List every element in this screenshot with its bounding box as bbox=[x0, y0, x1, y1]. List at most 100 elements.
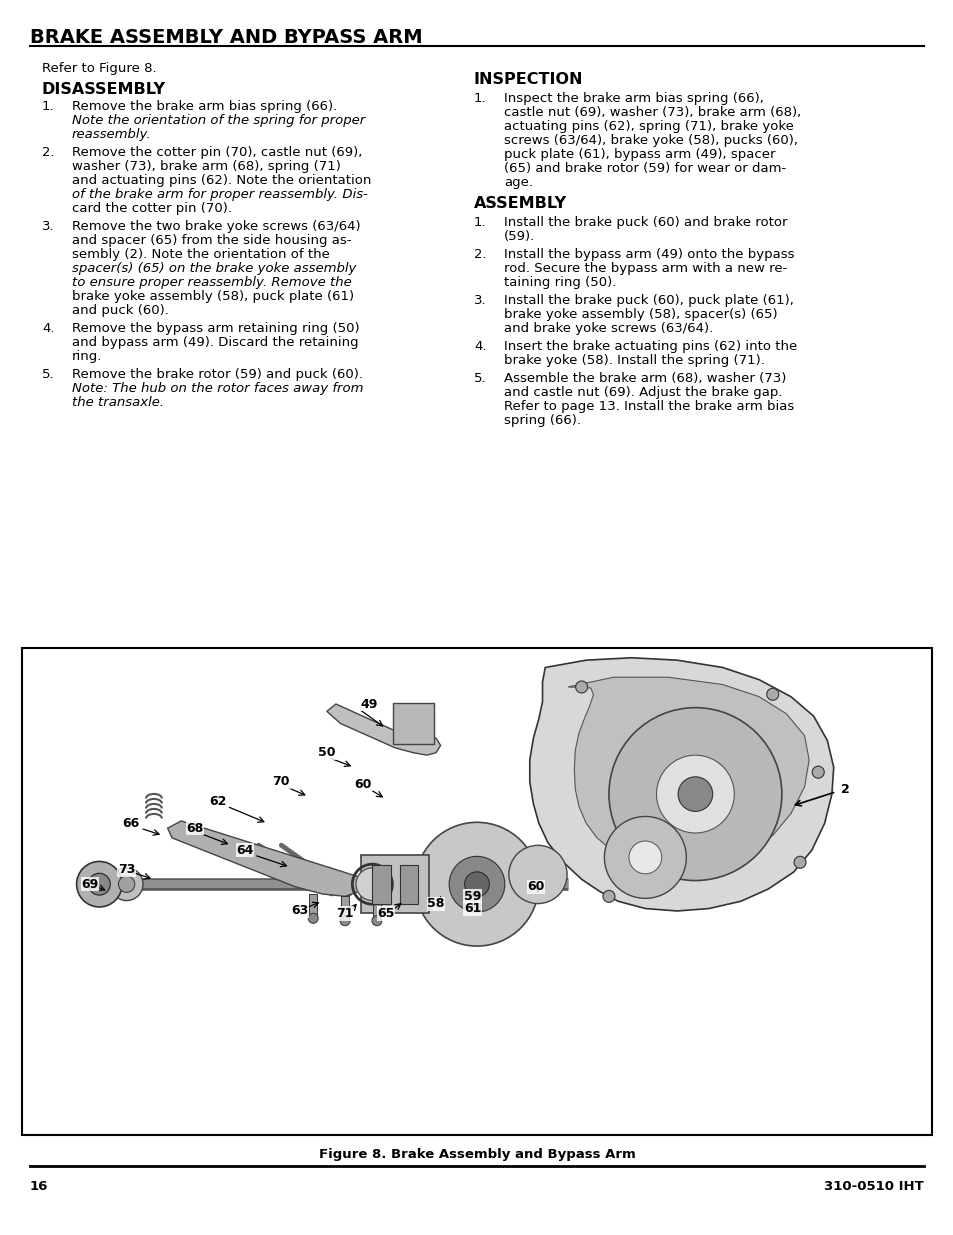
Bar bbox=[360, 855, 429, 914]
Text: Refer to page 13. Install the brake arm bias: Refer to page 13. Install the brake arm … bbox=[503, 400, 794, 412]
Circle shape bbox=[575, 680, 587, 693]
Text: 60: 60 bbox=[355, 778, 372, 790]
Polygon shape bbox=[327, 704, 440, 755]
Bar bbox=[309, 894, 316, 919]
Text: Remove the cotter pin (70), castle nut (69),: Remove the cotter pin (70), castle nut (… bbox=[71, 146, 362, 159]
Text: BRAKE ASSEMBLY AND BYPASS ARM: BRAKE ASSEMBLY AND BYPASS ARM bbox=[30, 28, 422, 47]
Text: 49: 49 bbox=[360, 698, 378, 710]
Text: and brake yoke screws (63/64).: and brake yoke screws (63/64). bbox=[503, 322, 713, 335]
Text: 68: 68 bbox=[186, 821, 203, 835]
Text: 5.: 5. bbox=[474, 372, 486, 385]
Text: 63: 63 bbox=[291, 904, 308, 918]
Text: castle nut (69), washer (73), brake arm (68),: castle nut (69), washer (73), brake arm … bbox=[503, 106, 801, 119]
Text: Remove the two brake yoke screws (63/64): Remove the two brake yoke screws (63/64) bbox=[71, 220, 360, 233]
Text: actuating pins (62), spring (71), brake yoke: actuating pins (62), spring (71), brake … bbox=[503, 120, 793, 133]
Text: Inspect the brake arm bias spring (66),: Inspect the brake arm bias spring (66), bbox=[503, 91, 763, 105]
Text: 1.: 1. bbox=[474, 216, 486, 228]
Text: Install the brake puck (60), puck plate (61),: Install the brake puck (60), puck plate … bbox=[503, 294, 793, 308]
Text: and castle nut (69). Adjust the brake gap.: and castle nut (69). Adjust the brake ga… bbox=[503, 387, 781, 399]
Polygon shape bbox=[529, 658, 833, 911]
Polygon shape bbox=[567, 677, 808, 869]
Text: the transaxle.: the transaxle. bbox=[71, 396, 164, 409]
Text: 62: 62 bbox=[209, 795, 226, 808]
Bar bbox=[22, 648, 931, 1135]
Text: 310-0510 IHT: 310-0510 IHT bbox=[823, 1179, 923, 1193]
Circle shape bbox=[793, 856, 805, 868]
Text: Insert the brake actuating pins (62) into the: Insert the brake actuating pins (62) int… bbox=[503, 340, 797, 353]
Text: puck plate (61), bypass arm (49), spacer: puck plate (61), bypass arm (49), spacer bbox=[503, 148, 775, 161]
Text: (65) and brake rotor (59) for wear or dam-: (65) and brake rotor (59) for wear or da… bbox=[503, 162, 785, 175]
Text: Install the bypass arm (49) onto the bypass: Install the bypass arm (49) onto the byp… bbox=[503, 248, 794, 261]
Text: 60: 60 bbox=[527, 881, 544, 893]
Text: spring (66).: spring (66). bbox=[503, 414, 580, 427]
Text: Refer to Figure 8.: Refer to Figure 8. bbox=[42, 62, 156, 75]
Text: DISASSEMBLY: DISASSEMBLY bbox=[42, 82, 166, 98]
Text: 65: 65 bbox=[377, 906, 395, 920]
Text: 73: 73 bbox=[118, 863, 135, 876]
Text: 1.: 1. bbox=[474, 91, 486, 105]
Text: Remove the brake arm bias spring (66).: Remove the brake arm bias spring (66). bbox=[71, 100, 337, 112]
Bar bbox=[372, 864, 390, 904]
Circle shape bbox=[308, 914, 318, 924]
Circle shape bbox=[339, 915, 350, 926]
Circle shape bbox=[355, 868, 388, 900]
Text: 2.: 2. bbox=[42, 146, 54, 159]
Text: Remove the bypass arm retaining ring (50): Remove the bypass arm retaining ring (50… bbox=[71, 322, 359, 335]
Text: sembly (2). Note the orientation of the: sembly (2). Note the orientation of the bbox=[71, 248, 330, 261]
Text: taining ring (50).: taining ring (50). bbox=[503, 275, 616, 289]
Bar bbox=[340, 897, 349, 921]
Text: 50: 50 bbox=[317, 746, 335, 760]
Text: screws (63/64), brake yoke (58), pucks (60),: screws (63/64), brake yoke (58), pucks (… bbox=[503, 135, 797, 147]
Text: 61: 61 bbox=[463, 902, 480, 915]
Text: 2.: 2. bbox=[474, 248, 486, 261]
Text: Assemble the brake arm (68), washer (73): Assemble the brake arm (68), washer (73) bbox=[503, 372, 785, 385]
Circle shape bbox=[464, 872, 489, 897]
Text: spacer(s) (65) on the brake yoke assembly: spacer(s) (65) on the brake yoke assembl… bbox=[71, 262, 356, 275]
Text: 16: 16 bbox=[30, 1179, 49, 1193]
Text: 3.: 3. bbox=[42, 220, 54, 233]
Circle shape bbox=[449, 856, 504, 911]
Text: rod. Secure the bypass arm with a new re-: rod. Secure the bypass arm with a new re… bbox=[503, 262, 786, 275]
Text: and spacer (65) from the side housing as-: and spacer (65) from the side housing as… bbox=[71, 233, 351, 247]
Circle shape bbox=[372, 915, 381, 926]
Text: washer (73), brake arm (68), spring (71): washer (73), brake arm (68), spring (71) bbox=[71, 161, 340, 173]
Text: and bypass arm (49). Discard the retaining: and bypass arm (49). Discard the retaini… bbox=[71, 336, 358, 350]
Text: 1.: 1. bbox=[42, 100, 54, 112]
Text: age.: age. bbox=[503, 177, 533, 189]
Text: ASSEMBLY: ASSEMBLY bbox=[474, 196, 566, 211]
Text: 4.: 4. bbox=[42, 322, 54, 335]
Circle shape bbox=[415, 823, 538, 946]
Text: to ensure proper reassembly. Remove the: to ensure proper reassembly. Remove the bbox=[71, 275, 352, 289]
Text: brake yoke assembly (58), spacer(s) (65): brake yoke assembly (58), spacer(s) (65) bbox=[503, 308, 777, 321]
Text: Figure 8. Brake Assembly and Bypass Arm: Figure 8. Brake Assembly and Bypass Arm bbox=[318, 1149, 635, 1161]
Circle shape bbox=[656, 755, 734, 832]
Text: 71: 71 bbox=[336, 906, 354, 920]
Text: Remove the brake rotor (59) and puck (60).: Remove the brake rotor (59) and puck (60… bbox=[71, 368, 363, 382]
Text: 58: 58 bbox=[427, 897, 444, 910]
Circle shape bbox=[604, 816, 685, 898]
Circle shape bbox=[111, 868, 143, 900]
Text: card the cotter pin (70).: card the cotter pin (70). bbox=[71, 203, 232, 215]
Text: Install the brake puck (60) and brake rotor: Install the brake puck (60) and brake ro… bbox=[503, 216, 786, 228]
Text: and actuating pins (62). Note the orientation: and actuating pins (62). Note the orient… bbox=[71, 174, 371, 186]
Bar bbox=[393, 703, 434, 745]
Text: Note the orientation of the spring for proper: Note the orientation of the spring for p… bbox=[71, 114, 365, 127]
Circle shape bbox=[118, 876, 134, 893]
Text: 66: 66 bbox=[122, 816, 140, 830]
Text: 5.: 5. bbox=[42, 368, 54, 382]
Text: ring.: ring. bbox=[71, 350, 102, 363]
Circle shape bbox=[602, 890, 615, 903]
Text: of the brake arm for proper reassembly. Dis-: of the brake arm for proper reassembly. … bbox=[71, 188, 368, 201]
Text: reassembly.: reassembly. bbox=[71, 128, 152, 141]
Bar bbox=[373, 897, 380, 921]
Text: 59: 59 bbox=[463, 890, 480, 903]
Polygon shape bbox=[168, 821, 363, 897]
Text: 64: 64 bbox=[236, 844, 253, 857]
Text: 2: 2 bbox=[841, 783, 849, 795]
Text: and puck (60).: and puck (60). bbox=[71, 304, 169, 317]
Circle shape bbox=[811, 766, 823, 778]
Text: Note: The hub on the rotor faces away from: Note: The hub on the rotor faces away fr… bbox=[71, 382, 363, 395]
Text: 70: 70 bbox=[273, 776, 290, 788]
Circle shape bbox=[766, 688, 778, 700]
Text: 4.: 4. bbox=[474, 340, 486, 353]
